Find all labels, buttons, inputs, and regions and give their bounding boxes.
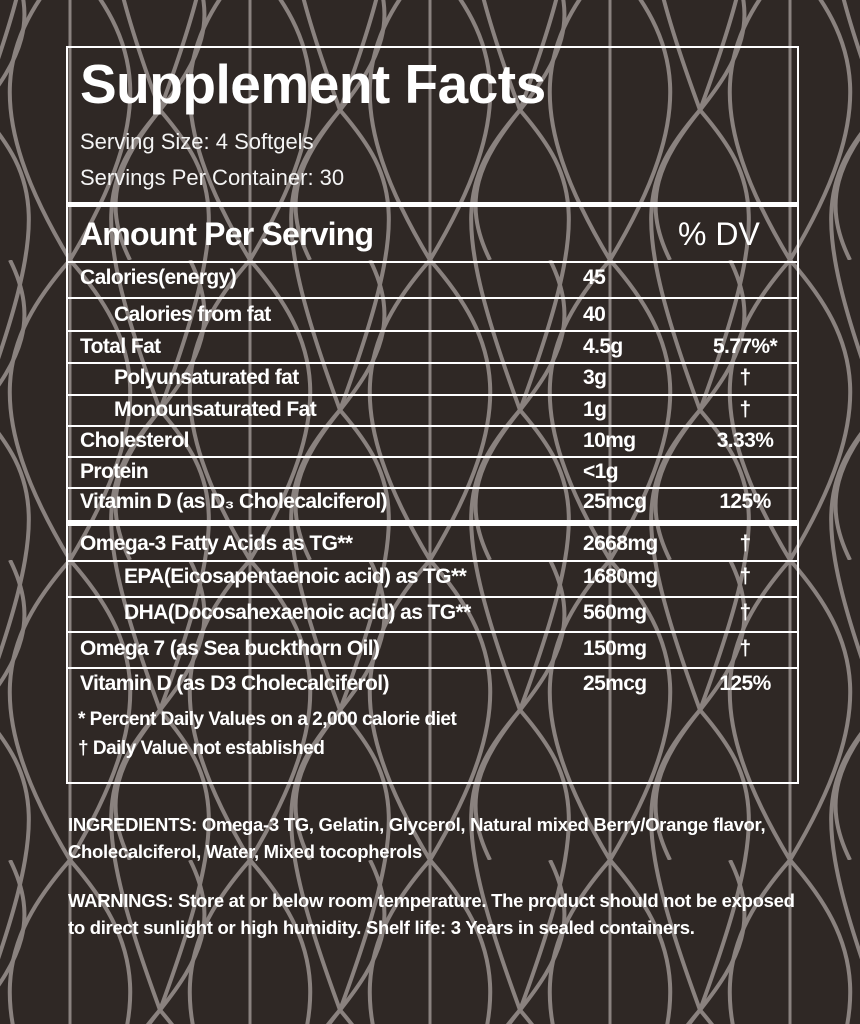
nutrient-dv: † <box>739 565 751 588</box>
table-row: Polyunsaturated fat 3g † <box>80 366 790 398</box>
nutrient-dv: † <box>739 637 751 660</box>
table-row: Protein <1g <box>80 460 790 492</box>
nutrient-amount: 560mg <box>583 601 647 624</box>
nutrient-name: EPA(Eicosapentaenoic acid) as TG** <box>124 565 467 588</box>
nutrient-dv: † <box>739 601 751 624</box>
dv-header: % DV <box>678 216 760 252</box>
nutrient-dv: † <box>739 366 751 389</box>
footnote-dv: * Percent Daily Values on a 2,000 calori… <box>78 709 457 730</box>
warnings-text: WARNINGS: Store at or below room tempera… <box>68 890 795 938</box>
nutrient-dv: 125% <box>719 672 771 695</box>
nutrient-name: DHA(Docosahexaenoic acid) as TG** <box>124 601 471 624</box>
table-row: Total Fat 4.5g 5.77%* <box>80 335 790 367</box>
table-row: Calories(energy) 45 <box>80 266 790 298</box>
nutrient-name: Vitamin D (as D3 Cholecalciferol) <box>80 672 390 695</box>
table-row: Calories from fat 40 <box>80 303 790 335</box>
nutrient-amount: 10mg <box>583 429 636 452</box>
nutrient-amount: <1g <box>583 460 619 483</box>
nutrient-amount: 25mcg <box>583 490 647 513</box>
amount-per-serving-header: Amount Per Serving <box>80 216 374 252</box>
nutrient-name: Omega-3 Fatty Acids as TG** <box>80 532 353 555</box>
serving-size: Serving Size: 4 Softgels <box>80 129 314 154</box>
nutrient-name: Polyunsaturated fat <box>114 366 299 389</box>
table-row: Monounsaturated Fat 1g † <box>80 398 790 430</box>
nutrient-dv: 3.33% <box>716 429 774 452</box>
servings-per-container: Servings Per Container: 30 <box>80 165 345 190</box>
nutrient-name: Cholesterol <box>80 429 190 452</box>
nutrient-amount: 4.5g <box>583 335 623 358</box>
nutrient-name: Vitamin D (as D₃ Cholecalciferol) <box>80 490 388 513</box>
table-row: DHA(Docosahexaenoic acid) as TG** 560mg † <box>80 601 790 633</box>
nutrient-amount: 45 <box>583 266 606 289</box>
table-row: Omega-3 Fatty Acids as TG** 2668mg † <box>80 532 790 564</box>
nutrient-amount: 40 <box>583 303 606 326</box>
nutrient-amount: 3g <box>583 366 607 389</box>
nutrient-dv: 125% <box>719 490 771 513</box>
footnote-dagger: † Daily Value not established <box>78 738 325 759</box>
nutrient-dv: † <box>739 398 751 421</box>
nutrient-amount: 25mcg <box>583 672 647 695</box>
nutrient-name: Total Fat <box>80 335 161 358</box>
nutrient-amount: 1680mg <box>583 565 658 588</box>
nutrient-name: Calories from fat <box>114 303 271 326</box>
nutrient-dv: 5.77%* <box>712 335 778 358</box>
nutrient-name: Omega 7 (as Sea buckthorn Oil) <box>80 637 380 660</box>
nutrient-name: Calories(energy) <box>80 266 237 289</box>
divider <box>66 202 799 207</box>
nutrient-amount: 150mg <box>583 637 647 660</box>
table-row: Omega 7 (as Sea buckthorn Oil) 150mg † <box>80 637 790 669</box>
nutrient-dv: † <box>739 532 751 555</box>
table-row: Vitamin D (as D3 Cholecalciferol) 25mcg 12… <box>80 672 790 704</box>
nutrient-name: Protein <box>80 460 149 483</box>
nutrient-amount: 2668mg <box>583 532 658 555</box>
ingredients-text: INGREDIENTS: Omega-3 TG, Gelatin, Glycer… <box>68 814 766 862</box>
page-title: Supplement Facts <box>80 53 546 115</box>
nutrient-name: Monounsaturated Fat <box>114 398 317 421</box>
nutrient-amount: 1g <box>583 398 607 421</box>
table-row: Vitamin D (as D₃ Cholecalciferol) 25mcg 12… <box>80 490 790 522</box>
table-row: Cholesterol 10mg 3.33% <box>80 429 790 461</box>
table-row: EPA(Eicosapentaenoic acid) as TG** 1680mg… <box>80 565 790 597</box>
